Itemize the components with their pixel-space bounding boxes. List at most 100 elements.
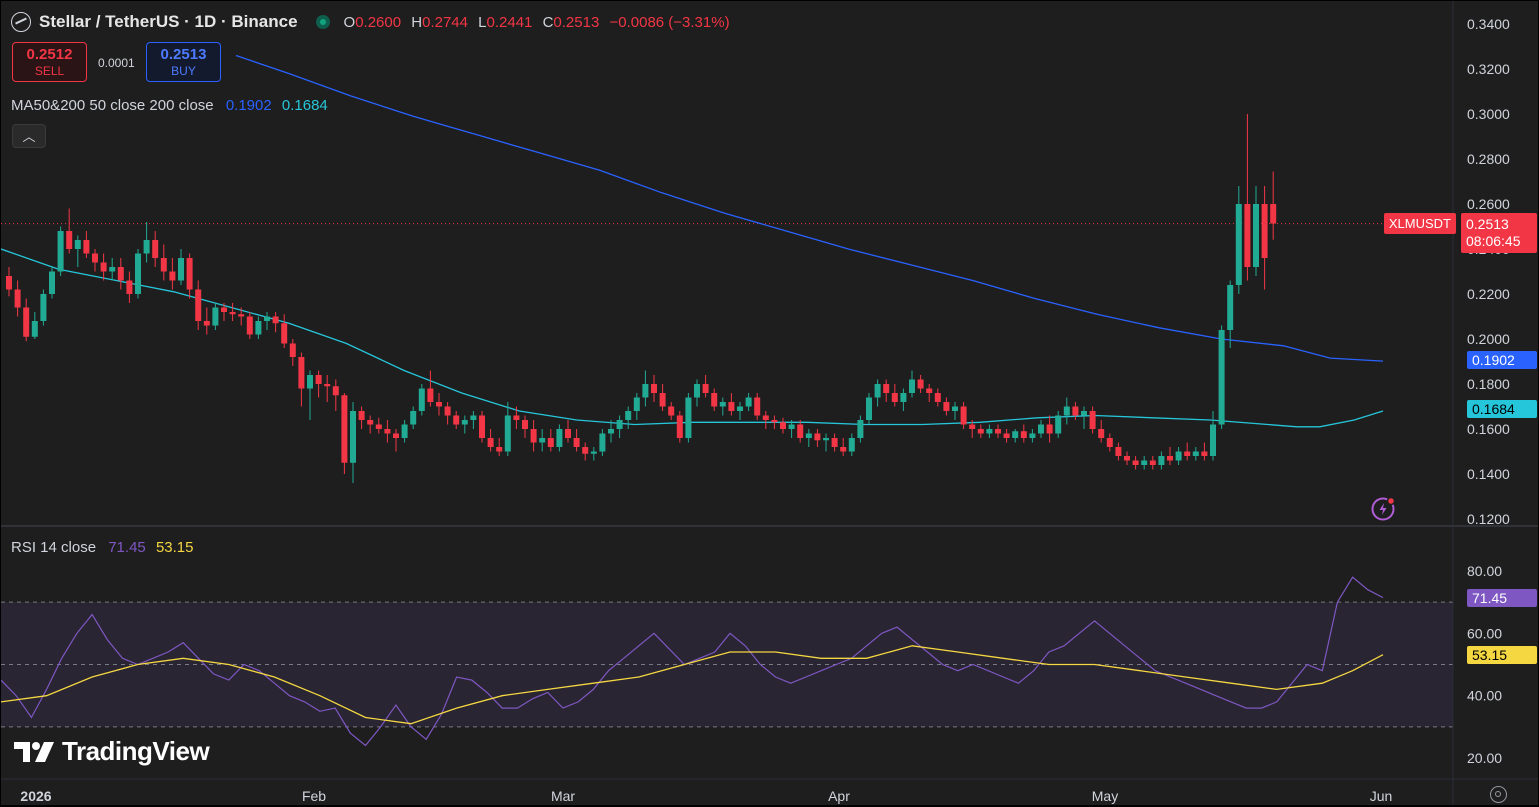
candle-body (926, 388, 933, 393)
candle-body (1063, 406, 1070, 416)
candle-body (341, 395, 348, 463)
time-axis-label: Jun (1370, 788, 1393, 804)
candle-body (1261, 204, 1268, 258)
candle-body (582, 447, 589, 454)
candle-body (246, 316, 253, 335)
candle-body (676, 415, 683, 438)
price-tick-label: 0.1400 (1467, 466, 1510, 482)
candle-body (1167, 456, 1173, 461)
rsi-ma-line (1, 645, 1384, 725)
candle-body (117, 267, 124, 281)
price-tick-label: 0.3200 (1467, 61, 1510, 77)
candle-body (40, 294, 47, 321)
buy-price: 0.2513 (160, 46, 207, 63)
candle-body (1201, 451, 1208, 456)
symbol-price-tag[interactable]: XLMUSDT (1383, 213, 1456, 234)
candle-body (487, 438, 494, 447)
rsi-pane[interactable] (1, 576, 1453, 747)
sell-button[interactable]: 0.2512 SELL (12, 42, 87, 82)
candle-body (694, 384, 700, 398)
candle-body (436, 402, 442, 407)
candle-body (100, 262, 107, 272)
chart-settings-icon[interactable] (1490, 786, 1507, 803)
candle-body (633, 397, 640, 411)
candle-body (49, 271, 55, 294)
candle-body (651, 384, 657, 393)
candle-body (590, 451, 597, 454)
candle-body (169, 271, 176, 281)
tradingview-logo[interactable]: TradingView (14, 736, 210, 767)
price-tick-label: 0.2600 (1467, 196, 1510, 212)
candle-body (1055, 415, 1062, 434)
candle-body (109, 267, 116, 272)
market-status-icon[interactable] (315, 15, 330, 29)
candle-body (986, 429, 993, 434)
price-pane[interactable] (1, 54, 1453, 484)
candle-body (186, 258, 193, 290)
candle-body (909, 379, 915, 393)
low-value: 0.2441 (486, 13, 533, 31)
candle-body (866, 397, 872, 420)
candle-body (479, 415, 485, 438)
candle-body (1081, 411, 1087, 416)
change-value: −0.0086 (−3.31%) (609, 13, 730, 31)
stellar-logo-icon (11, 12, 31, 32)
candle-body (6, 276, 12, 290)
candle-body (530, 429, 537, 443)
candle-body (418, 388, 425, 411)
buy-label: BUY (171, 64, 196, 78)
candle-body (393, 433, 399, 438)
candle-body (831, 438, 838, 447)
last-price-tag[interactable]: 0.2513 08:06:45 (1461, 213, 1537, 253)
candle-body (547, 438, 554, 447)
candle-body (264, 316, 270, 321)
candle-body (401, 424, 408, 438)
candle-body (152, 240, 159, 258)
candle-body (539, 438, 546, 443)
candle-body (1029, 433, 1036, 438)
low-label: L (478, 13, 487, 31)
time-axis-label: Mar (551, 788, 575, 804)
ma200-tag-text: 0.1684 (1472, 401, 1515, 417)
candle-body (427, 388, 434, 402)
candle-body (573, 438, 580, 447)
chevron-up-icon: ︿ (22, 129, 36, 144)
candle-body (797, 424, 804, 438)
candle-body (522, 420, 528, 429)
candle-body (1072, 406, 1079, 416)
rsi-legend[interactable]: RSI 14 close 71.45 53.15 (11, 539, 193, 556)
candle-body (805, 433, 812, 438)
collapse-legend-button[interactable]: ︿ (12, 124, 46, 148)
open-label: O (343, 13, 356, 31)
candle-body (599, 433, 606, 452)
rsi-tag-text: 71.45 (1472, 590, 1508, 606)
candle-body (1244, 204, 1251, 267)
candle-body (1012, 431, 1019, 438)
candle-body (995, 429, 1001, 434)
candle-body (1175, 451, 1182, 461)
candle-body (315, 375, 322, 384)
candle-body (556, 429, 563, 447)
candle-body (14, 289, 21, 308)
tradingview-logo-icon (14, 741, 54, 762)
candle-body (453, 415, 460, 425)
candle-body (848, 438, 855, 452)
candle-body (1227, 285, 1234, 330)
candle-body (238, 314, 245, 317)
price-tick-label: 0.3400 (1467, 16, 1510, 32)
lightning-alert-icon[interactable] (1370, 495, 1396, 521)
rsi-legend-label: RSI 14 close (11, 539, 97, 556)
candle-body (384, 429, 391, 434)
candle-body (289, 343, 296, 357)
candle-body (74, 240, 81, 249)
ma-legend[interactable]: MA50&200 50 close 200 close 0.1902 0.168… (11, 97, 328, 114)
candle-body (711, 393, 718, 407)
candle-body (642, 384, 649, 398)
candle-body (1218, 330, 1225, 425)
symbol-tag-text: XLMUSDT (1388, 216, 1451, 231)
symbol-legend[interactable]: Stellar / TetherUS · 1D · Binance O0.260… (11, 12, 736, 32)
buy-button[interactable]: 0.2513 BUY (146, 42, 221, 82)
candle-body (754, 397, 761, 416)
candle-body (298, 357, 305, 389)
